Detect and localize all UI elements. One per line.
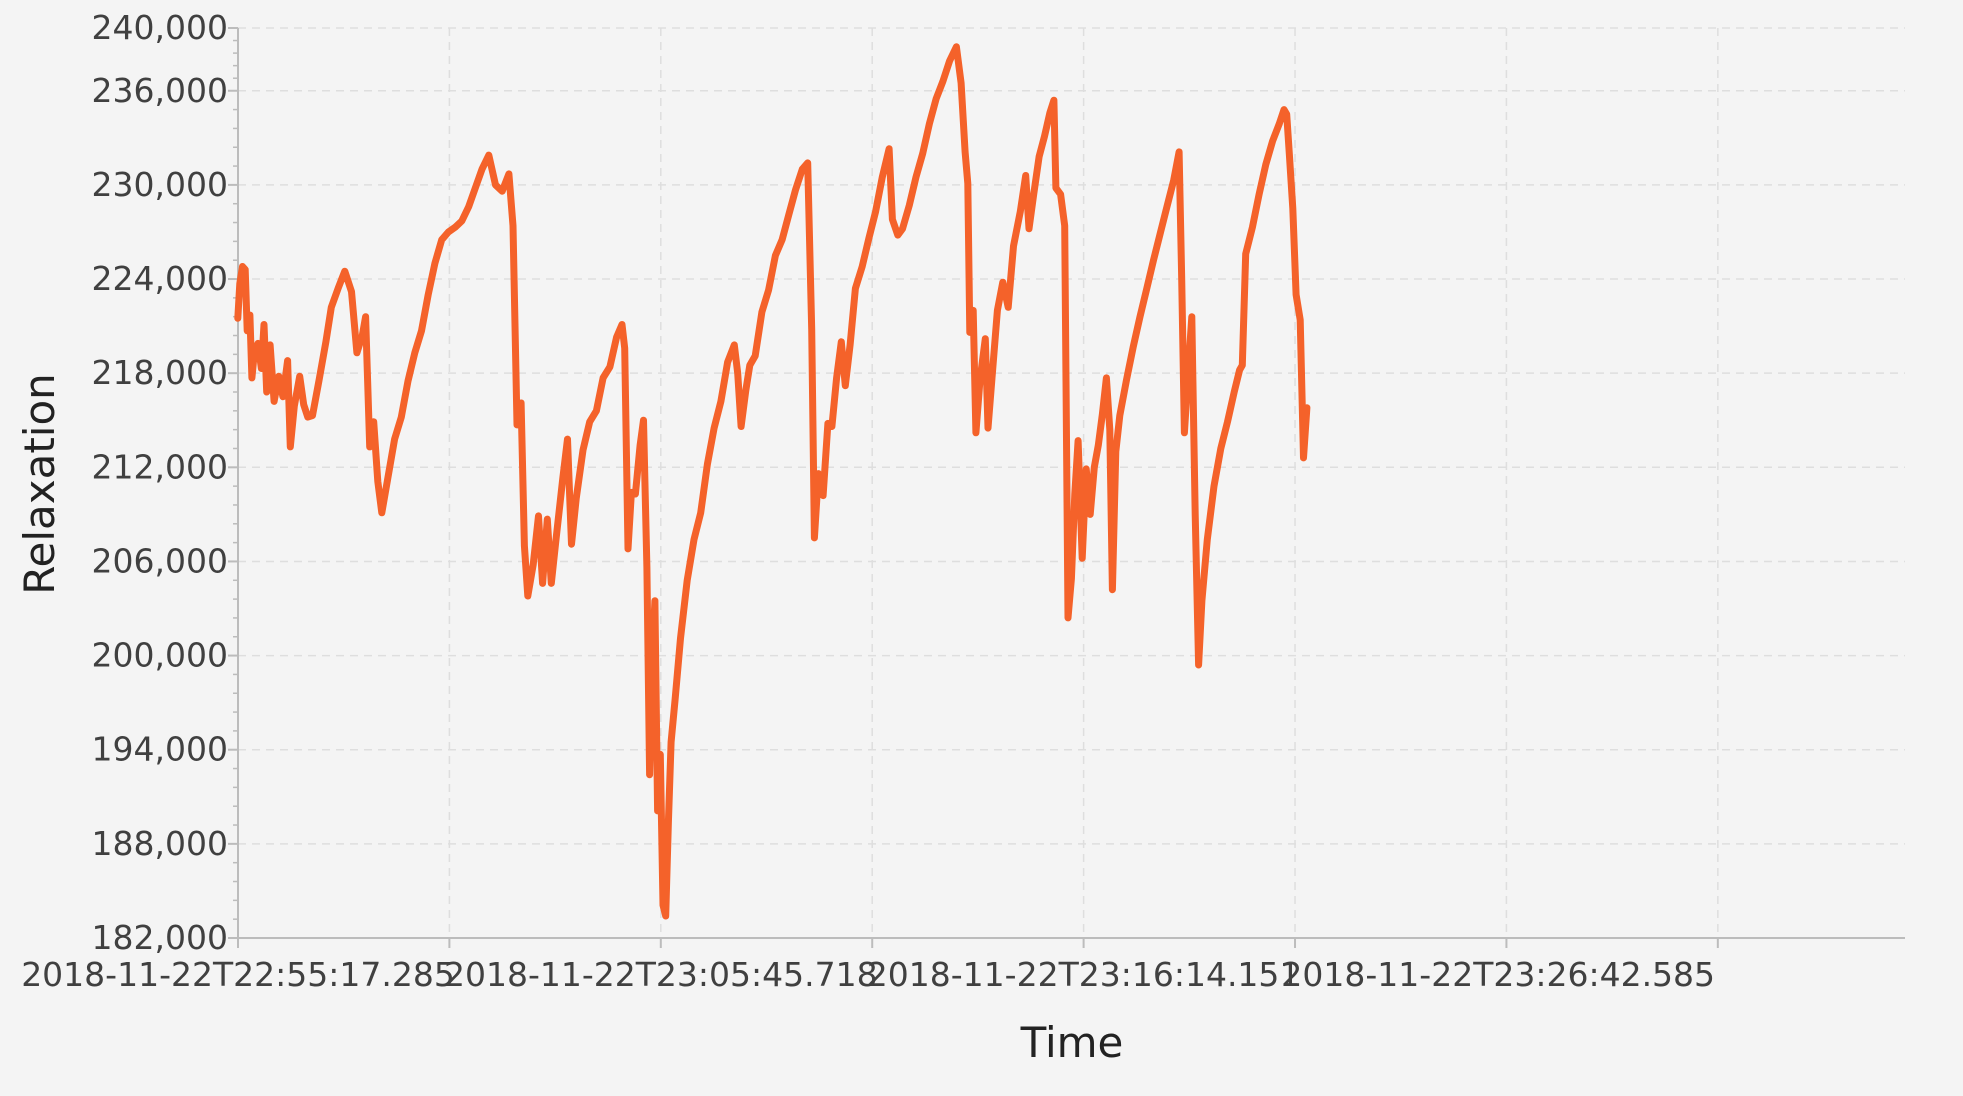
y-tick-label: 200,000 bbox=[92, 636, 228, 675]
series-line bbox=[234, 43, 1311, 920]
axes bbox=[228, 27, 1905, 948]
plot-area bbox=[238, 28, 1905, 938]
y-tick-label: 240,000 bbox=[92, 8, 228, 47]
x-tick-label: 2018-11-22T22:55:17.285 bbox=[21, 955, 455, 994]
y-tick-label: 230,000 bbox=[92, 165, 228, 204]
y-tick-label: 224,000 bbox=[92, 259, 228, 298]
series-layer bbox=[234, 43, 1311, 920]
y-tick-label: 188,000 bbox=[92, 824, 228, 863]
x-tick-label: 2018-11-22T23:16:14.151 bbox=[867, 955, 1301, 994]
y-tick-label: 206,000 bbox=[92, 541, 228, 580]
x-axis-title: Time bbox=[1020, 1018, 1124, 1067]
y-tick-labels: 182,000 188,000 194,000 200,000 206,000 212,0… bbox=[92, 8, 228, 957]
y-tick-label: 182,000 bbox=[92, 918, 228, 957]
x-tick-label: 2018-11-22T23:26:42.585 bbox=[1281, 955, 1715, 994]
y-tick-label: 194,000 bbox=[92, 730, 228, 769]
y-tick-label: 236,000 bbox=[92, 71, 228, 110]
y-tick-label: 212,000 bbox=[92, 447, 228, 486]
y-tick-label: 218,000 bbox=[92, 353, 228, 392]
x-tick-label: 2018-11-22T23:05:45.718 bbox=[444, 955, 878, 994]
x-tick-labels: 2018-11-22T22:55:17.2852018-11-22T23:05:… bbox=[21, 955, 1715, 994]
y-axis-title: Relaxation bbox=[15, 373, 64, 595]
